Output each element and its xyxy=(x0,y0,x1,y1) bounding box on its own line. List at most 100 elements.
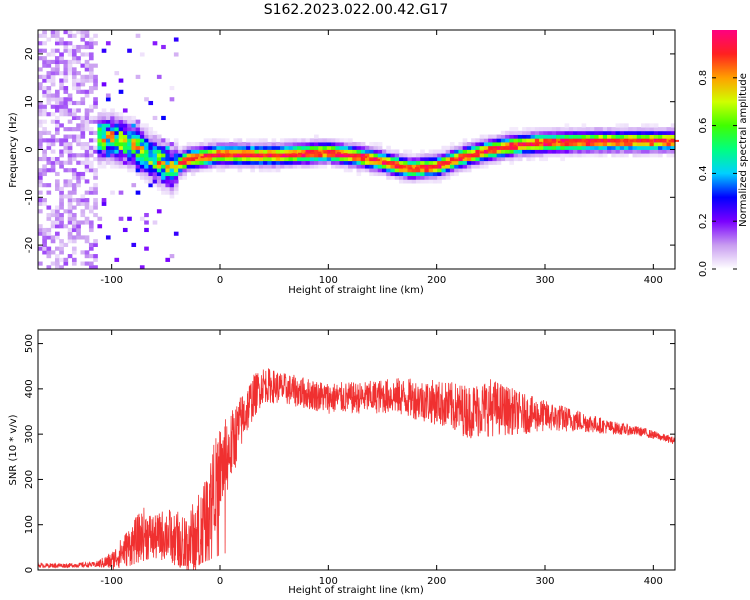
spectrogram-cell xyxy=(547,138,553,143)
spectrogram-cell xyxy=(594,149,599,154)
spectrogram-cell xyxy=(190,145,196,150)
spectrogram-cell xyxy=(415,168,421,173)
spectrogram-cell xyxy=(309,138,315,143)
spectrogram-cell xyxy=(88,115,94,121)
spectrogram-cell xyxy=(509,145,515,150)
spectrogram-cell xyxy=(254,149,260,154)
ridge-marker xyxy=(480,151,484,154)
spectrogram-cell xyxy=(254,160,260,165)
spectrogram-cell xyxy=(122,134,128,139)
ridge-marker xyxy=(369,157,374,160)
spectrogram-cell xyxy=(670,138,676,143)
spectrogram-cell xyxy=(645,127,650,132)
spectrogram-ridge xyxy=(187,139,679,170)
spectrogram-cell xyxy=(42,138,47,143)
spectrogram-cell xyxy=(54,63,60,68)
spectrogram-cell xyxy=(573,142,578,147)
spectrogram-cell xyxy=(653,130,659,135)
spectrogram-cell xyxy=(322,145,328,150)
spectrogram-cell xyxy=(641,134,646,139)
spectrogram-cell xyxy=(590,134,595,139)
spectrogram-cell xyxy=(496,149,502,154)
spectrogram-cell xyxy=(42,63,47,68)
spectrogram-cell xyxy=(547,130,553,135)
spectrogram-cell xyxy=(84,198,90,203)
spectrogram-cell xyxy=(148,145,154,150)
ridge-marker xyxy=(616,139,621,142)
spectrogram-cell xyxy=(80,160,86,165)
spectrogram-cell xyxy=(54,130,60,135)
spectrogram-cell xyxy=(46,89,52,94)
spectrogram-cell xyxy=(483,142,489,147)
spectrogram-cell xyxy=(131,156,137,162)
spectrogram-cell xyxy=(309,149,315,154)
spectrogram-cell xyxy=(326,142,332,147)
ridge-marker xyxy=(252,153,257,156)
spectrogram-cell xyxy=(649,130,655,135)
spectrogram-cell xyxy=(645,149,650,154)
spectrogram-cell xyxy=(63,179,69,184)
spectrogram-cell xyxy=(343,138,349,143)
spectrogram-cell xyxy=(110,130,115,135)
spectrogram-cell xyxy=(131,149,137,154)
spectrogram-cell xyxy=(131,242,137,247)
spectrogram-cell xyxy=(539,149,544,154)
spectrogram-cell xyxy=(348,142,353,147)
spectrogram-x-label: Height of straight line (km) xyxy=(288,285,424,296)
spectrogram-cell xyxy=(403,175,408,180)
spectrogram-cell xyxy=(144,138,149,143)
spectrogram-cell xyxy=(93,190,98,195)
spectrogram-cell xyxy=(288,145,294,150)
spectrogram-cell xyxy=(415,179,421,184)
spectrogram-cell xyxy=(509,142,515,147)
spectrogram-cell xyxy=(632,127,638,132)
spectrogram-cell xyxy=(267,149,272,154)
spectrogram-cell xyxy=(373,164,379,169)
spectrogram-cell xyxy=(93,198,98,203)
spectrogram-cell xyxy=(38,100,43,106)
spectrogram-cell xyxy=(190,160,196,165)
spectrogram-cell xyxy=(292,142,298,147)
spectrogram-cell xyxy=(80,74,86,79)
spectrogram-cell xyxy=(479,153,485,158)
spectrogram-cell xyxy=(445,153,451,158)
spectrogram-cell xyxy=(466,149,472,154)
spectrogram-cell xyxy=(543,145,548,150)
spectrogram-cell xyxy=(80,198,86,203)
spectrogram-cell xyxy=(46,205,52,210)
y-tick-label: 500 xyxy=(24,334,35,353)
spectrogram-cell xyxy=(428,153,434,158)
ridge-marker xyxy=(584,140,588,143)
spectrogram-cell xyxy=(271,142,277,147)
spectrogram-cell xyxy=(212,142,217,147)
spectrogram-cell xyxy=(564,145,570,150)
spectrogram-cell xyxy=(59,239,64,244)
spectrogram-cell xyxy=(93,115,98,121)
spectrogram-cell xyxy=(76,59,81,65)
spectrogram-cell xyxy=(80,194,86,199)
spectrogram-cell xyxy=(101,198,107,203)
spectrogram-cell xyxy=(505,130,510,135)
spectrogram-cell xyxy=(63,138,69,143)
spectrogram-cell xyxy=(42,48,47,53)
spectrogram-cell xyxy=(97,142,103,147)
spectrogram-cell xyxy=(122,149,128,154)
spectrogram-cell xyxy=(93,104,98,109)
spectrogram-cell xyxy=(144,179,149,184)
spectrogram-cell xyxy=(165,257,171,262)
spectrogram-cell xyxy=(54,216,60,221)
spectrogram-cell xyxy=(466,164,472,169)
ridge-marker xyxy=(356,155,361,157)
colorbar-gradient xyxy=(712,30,737,269)
spectrogram-cell xyxy=(649,142,655,147)
spectrogram-cell xyxy=(182,156,188,162)
spectrogram-cell xyxy=(534,149,540,154)
spectrogram-cell xyxy=(301,142,306,147)
spectrogram-cell xyxy=(173,179,179,184)
spectrogram-cell xyxy=(560,130,565,135)
spectrogram-cell xyxy=(76,108,81,113)
spectrogram-cell xyxy=(139,123,145,128)
spectrogram-cell xyxy=(458,160,464,165)
spectrogram-cell xyxy=(437,179,442,184)
spectrogram-cell xyxy=(377,168,383,173)
